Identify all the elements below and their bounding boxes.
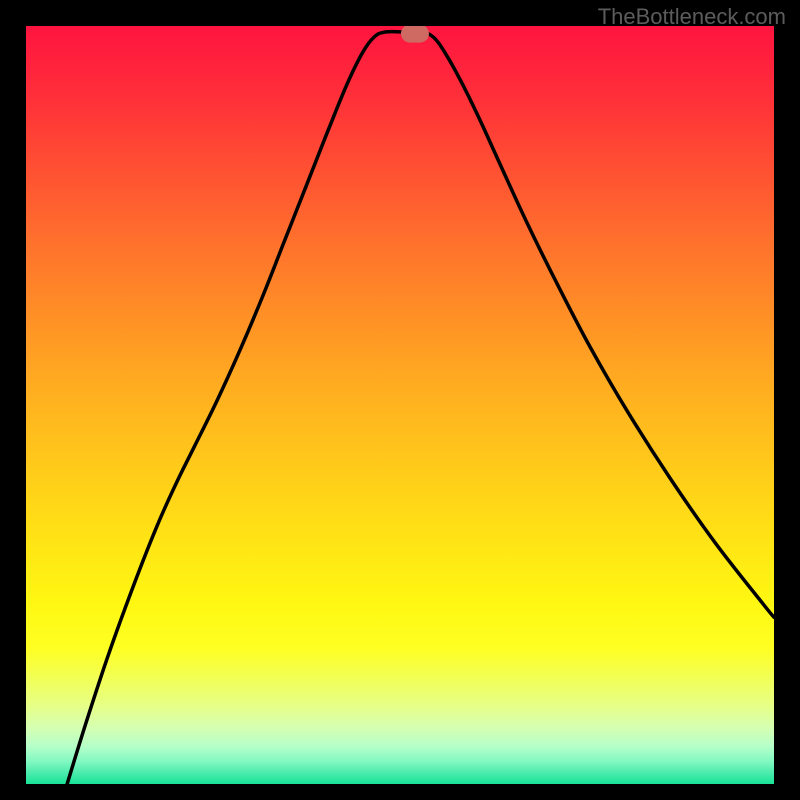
minimum-marker xyxy=(401,26,429,43)
marker-layer xyxy=(26,26,774,784)
watermark: TheBottleneck.com xyxy=(598,4,786,30)
chart-plot-area xyxy=(26,26,774,784)
